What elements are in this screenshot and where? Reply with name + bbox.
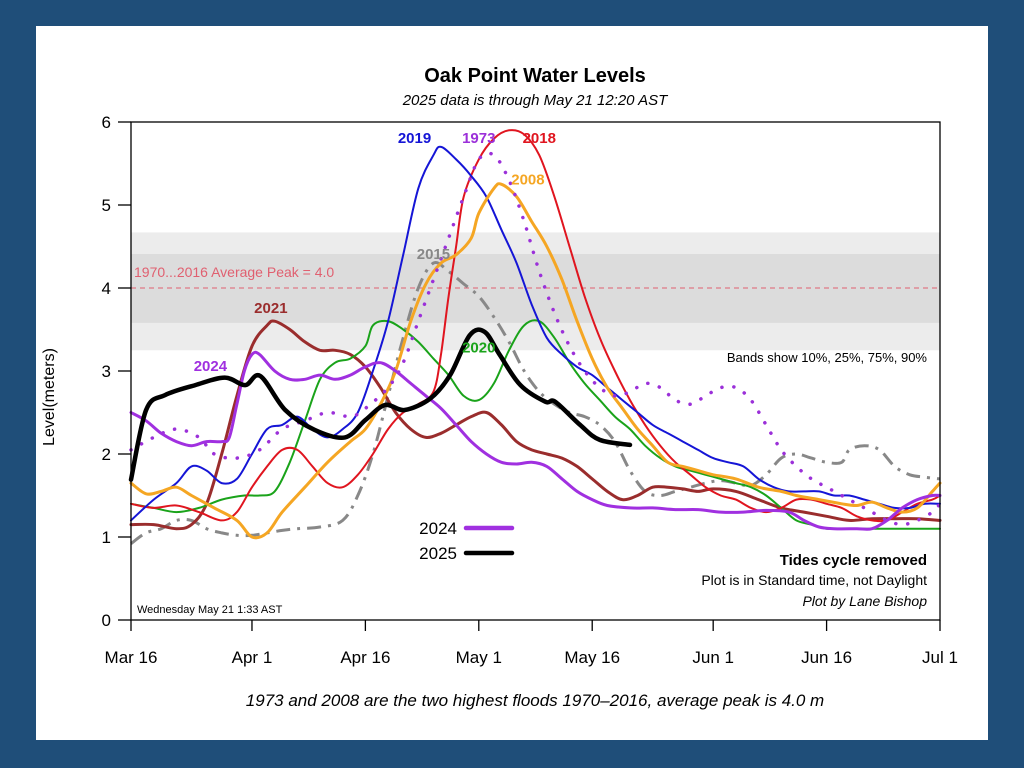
series-line-2008 [129,182,942,540]
average-peak-line: 1970...2016 Average Peak = 4.0 [131,264,940,289]
series-label-2021: 2021 [254,300,287,317]
series-line-2020 [130,319,941,531]
series-label-2015: 2015 [417,246,450,263]
average-peak-label: 1970...2016 Average Peak = 4.0 [134,264,334,280]
x-tick-label: Jun 1 [692,648,734,667]
series-label-2020: 2020 [462,340,495,357]
x-tick-label: Apr 16 [340,648,390,667]
y-tick-label: 5 [102,196,111,215]
series-labels: 2015 2021 2020 2018 2019 2008 1973 2024 [194,130,556,375]
series-group [128,129,942,545]
series-label-2019: 2019 [398,130,431,147]
series-line-2019 [130,145,941,522]
series-line-2024 [129,350,942,531]
standard-time-note: Plot is in Standard time, not Daylight [701,572,927,588]
x-tick-label: May 16 [564,648,620,667]
chart-caption: 1973 and 2008 are the two highest floods… [246,691,824,710]
chart-title: Oak Point Water Levels [424,65,646,87]
series-label-1973: 1973 [462,130,495,147]
y-axis-label: Level(meters) [41,348,58,446]
plot-frame [130,121,941,621]
series-label-2018: 2018 [523,130,556,147]
legend-label-2025: 2025 [419,544,457,563]
series-label-2008: 2008 [511,171,544,188]
bands-note: Bands show 10%, 25%, 75%, 90% [727,350,928,365]
series-line-2025 [128,327,633,482]
chart-svg: Oak Point Water Levels 2025 data is thro… [41,65,958,710]
axes: 0 1 2 3 4 5 6 Mar 16 Apr 1 Apr 16 May 1 May 16 Jun 1… [102,113,958,667]
timestamp-note: Wednesday May 21 1:33 AST [137,604,283,616]
y-tick-label: 6 [102,113,111,132]
chart-panel: Oak Point Water Levels 2025 data is thro… [36,26,988,740]
percentile-bands [131,232,940,351]
legend: 2024 2025 [419,519,515,563]
series-label-2024: 2024 [194,358,228,375]
series-line-2021 [129,319,942,531]
y-tick-label: 1 [102,528,111,547]
y-tick-label: 0 [102,611,111,630]
x-tick-label: May 1 [456,648,502,667]
tides-note: Tides cycle removed [780,552,927,569]
x-tick-label: Jul 1 [922,648,958,667]
series-line-2015 [130,261,941,545]
y-tick-label: 2 [102,445,111,464]
x-tick-label: Apr 1 [232,648,273,667]
legend-label-2024: 2024 [419,519,457,538]
x-tick-label: Jun 16 [801,648,852,667]
x-tick-label: Mar 16 [105,648,158,667]
chart-subtitle: 2025 data is through May 21 12:20 AST [402,92,669,109]
y-tick-label: 4 [102,279,111,298]
y-tick-label: 3 [102,362,111,381]
credit-note: Plot by Lane Bishop [802,593,927,609]
